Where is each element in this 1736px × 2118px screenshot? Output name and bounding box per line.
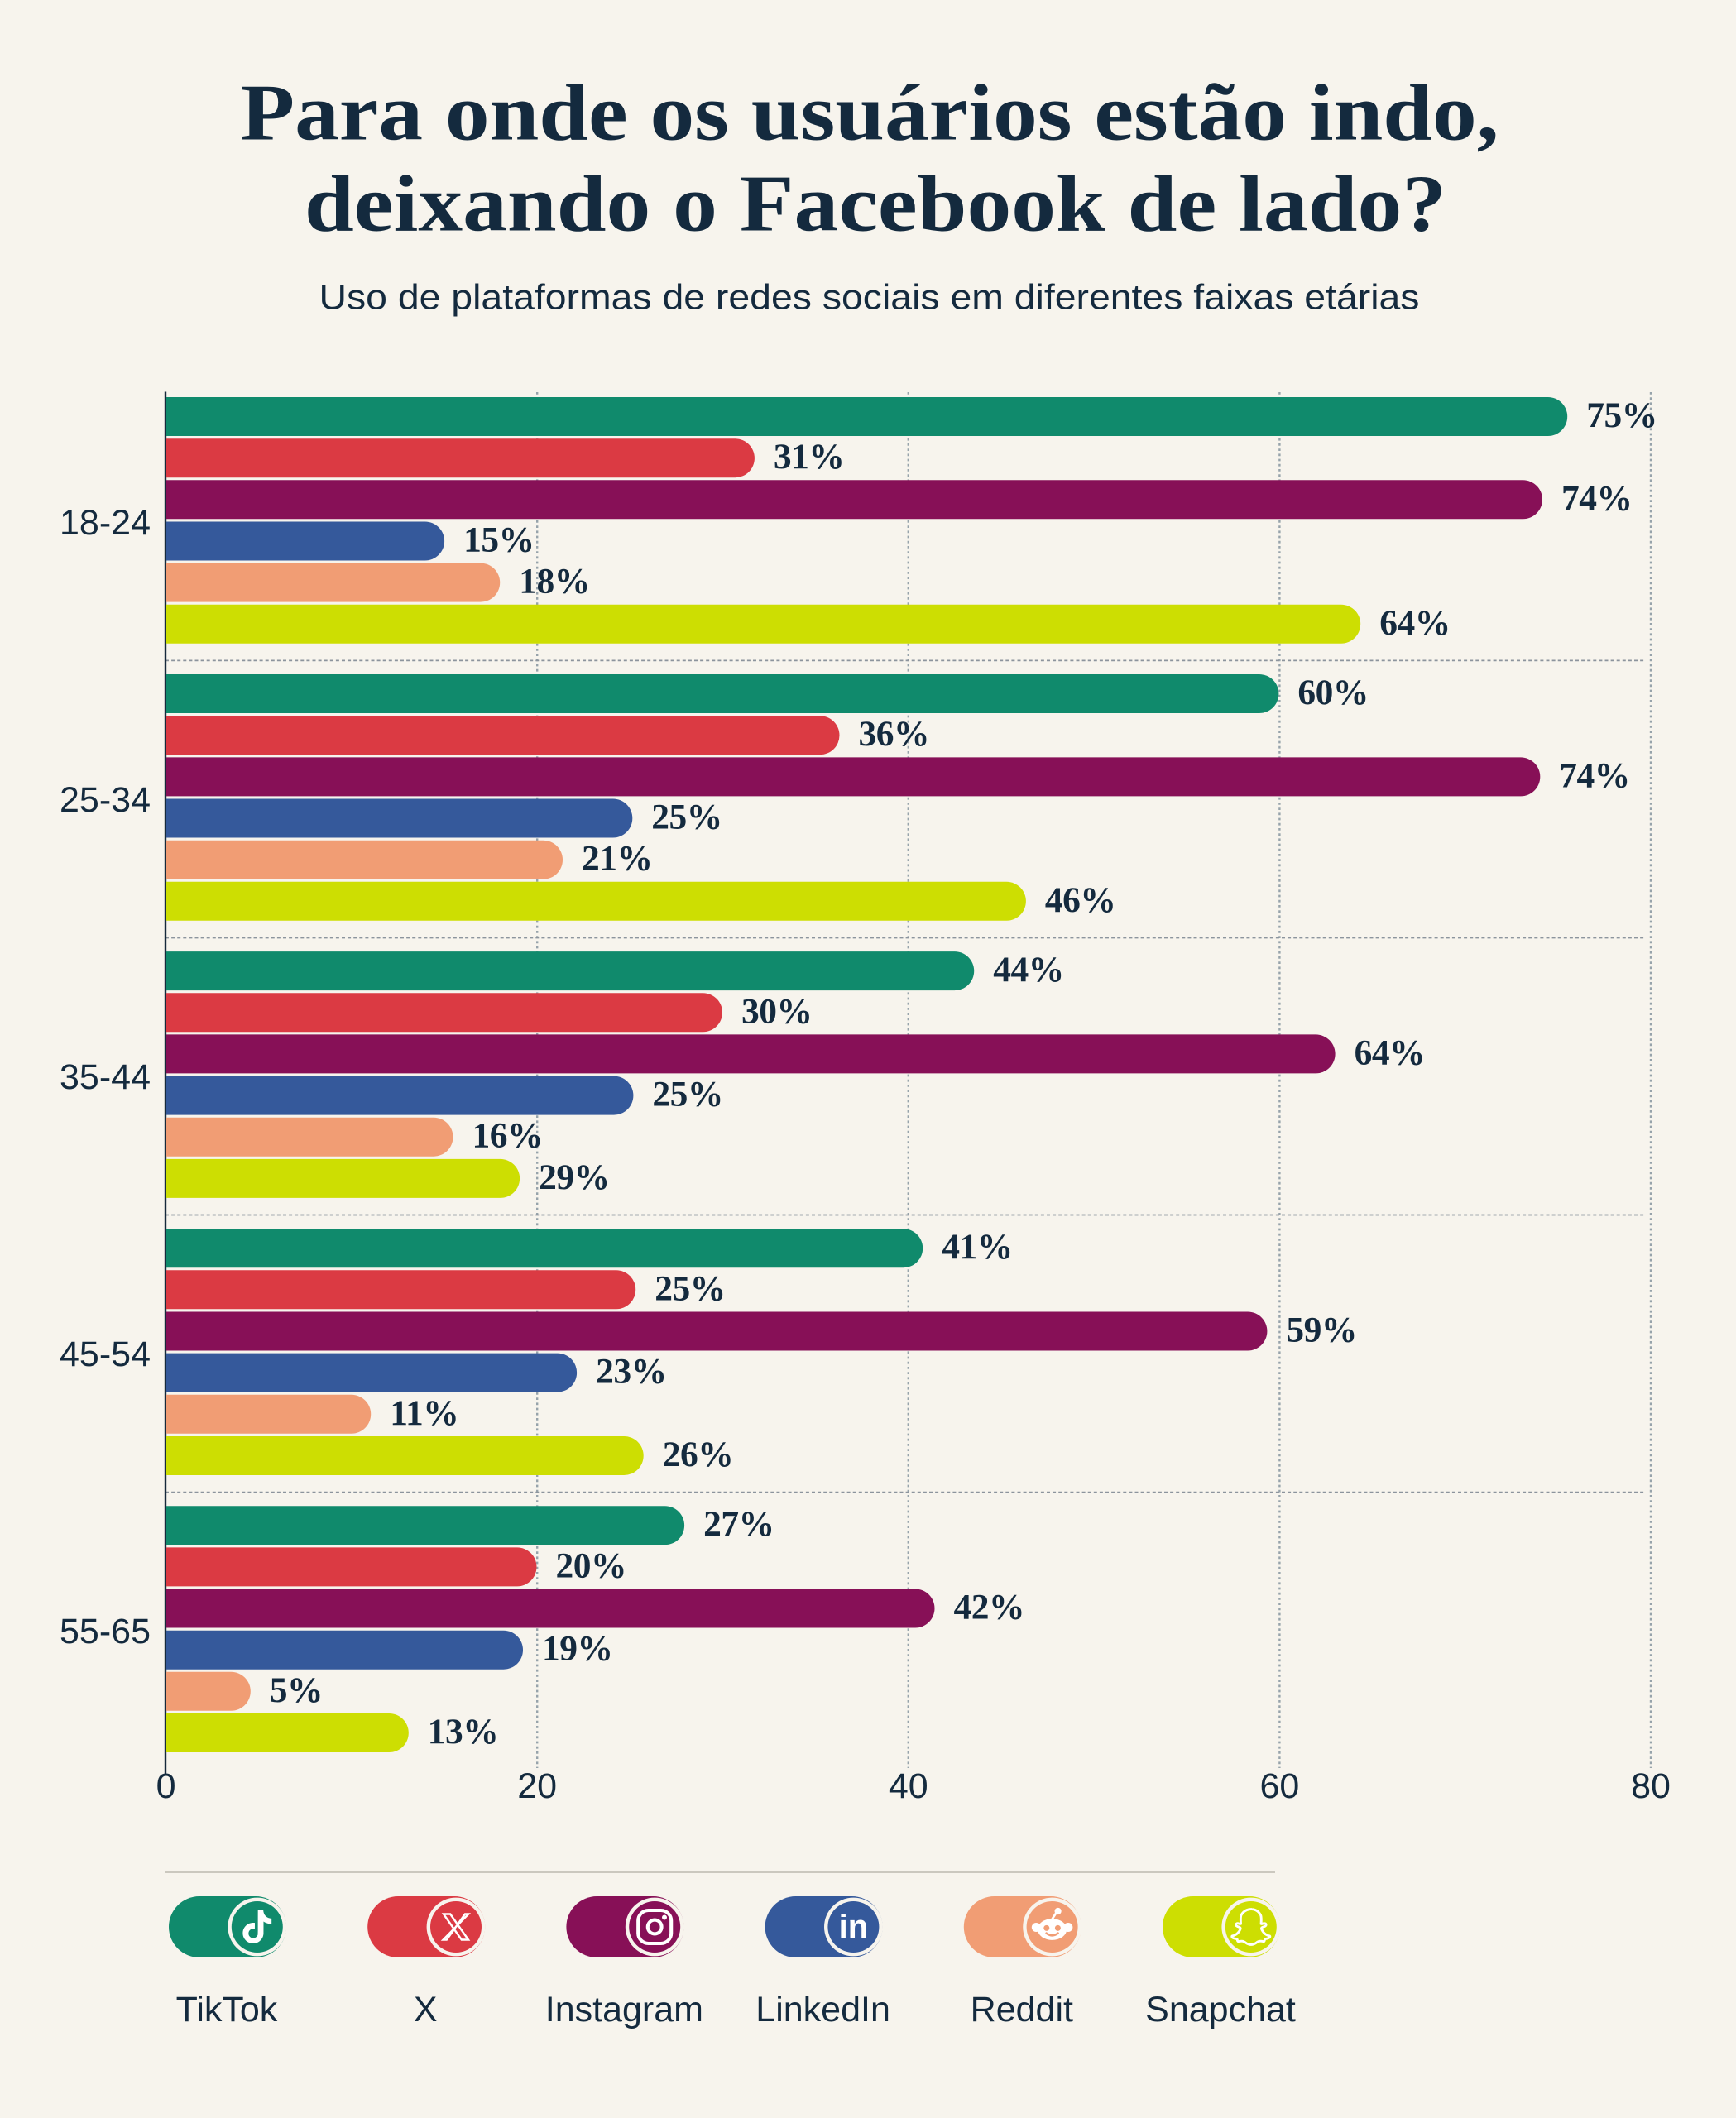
svg-text:59%: 59% (1286, 1311, 1357, 1350)
svg-text:41%: 41% (942, 1227, 1013, 1267)
svg-text:27%: 27% (703, 1504, 774, 1544)
svg-text:deixando o Facebook de lado?: deixando o Facebook de lado? (305, 160, 1446, 248)
svg-text:64%: 64% (1379, 603, 1451, 643)
svg-text:60%: 60% (1297, 673, 1369, 712)
svg-text:42%: 42% (954, 1588, 1025, 1627)
svg-text:74%: 74% (1561, 478, 1633, 518)
svg-text:20: 20 (517, 1766, 557, 1806)
svg-text:25%: 25% (655, 1268, 726, 1308)
svg-text:16%: 16% (472, 1116, 544, 1156)
svg-text:LinkedIn: LinkedIn (755, 1990, 890, 2029)
svg-text:Instagram: Instagram (545, 1990, 703, 2029)
svg-text:21%: 21% (582, 839, 653, 879)
svg-text:TikTok: TikTok (176, 1990, 278, 2029)
svg-text:Uso de plataformas de redes so: Uso de plataformas de redes sociais em d… (319, 277, 1420, 317)
svg-text:18-24: 18-24 (60, 503, 151, 543)
svg-text:80: 80 (1631, 1766, 1671, 1806)
svg-text:18%: 18% (519, 562, 590, 601)
svg-text:55-65: 55-65 (60, 1612, 151, 1651)
svg-text:46%: 46% (1045, 880, 1116, 920)
svg-text:15%: 15% (463, 520, 535, 560)
svg-text:Para onde os usuários estão in: Para onde os usuários estão indo, (241, 69, 1499, 157)
svg-text:30%: 30% (741, 991, 813, 1031)
svg-text:31%: 31% (774, 437, 845, 477)
svg-text:35-44: 35-44 (60, 1057, 151, 1097)
svg-text:20%: 20% (556, 1545, 627, 1585)
svg-text:64%: 64% (1355, 1033, 1426, 1072)
svg-text:60: 60 (1259, 1766, 1299, 1806)
svg-text:45-54: 45-54 (60, 1335, 151, 1374)
svg-text:5%: 5% (270, 1670, 323, 1710)
svg-text:75%: 75% (1586, 395, 1657, 435)
svg-text:25-34: 25-34 (60, 780, 151, 820)
svg-text:23%: 23% (596, 1352, 667, 1392)
svg-text:Reddit: Reddit (971, 1990, 1073, 2029)
svg-text:19%: 19% (542, 1629, 613, 1669)
svg-text:0: 0 (156, 1766, 176, 1806)
svg-text:74%: 74% (1559, 755, 1630, 795)
svg-text:26%: 26% (663, 1435, 734, 1474)
svg-text:44%: 44% (993, 950, 1064, 990)
svg-text:40: 40 (889, 1766, 928, 1806)
svg-text:13%: 13% (428, 1712, 499, 1751)
svg-text:X: X (414, 1990, 438, 2029)
svg-text:Snapchat: Snapchat (1145, 1990, 1296, 2029)
svg-text:11%: 11% (390, 1393, 458, 1433)
svg-text:25%: 25% (651, 798, 722, 837)
svg-text:25%: 25% (652, 1075, 723, 1114)
svg-text:in: in (839, 1909, 869, 1945)
svg-text:36%: 36% (859, 714, 930, 754)
svg-text:29%: 29% (539, 1157, 610, 1197)
